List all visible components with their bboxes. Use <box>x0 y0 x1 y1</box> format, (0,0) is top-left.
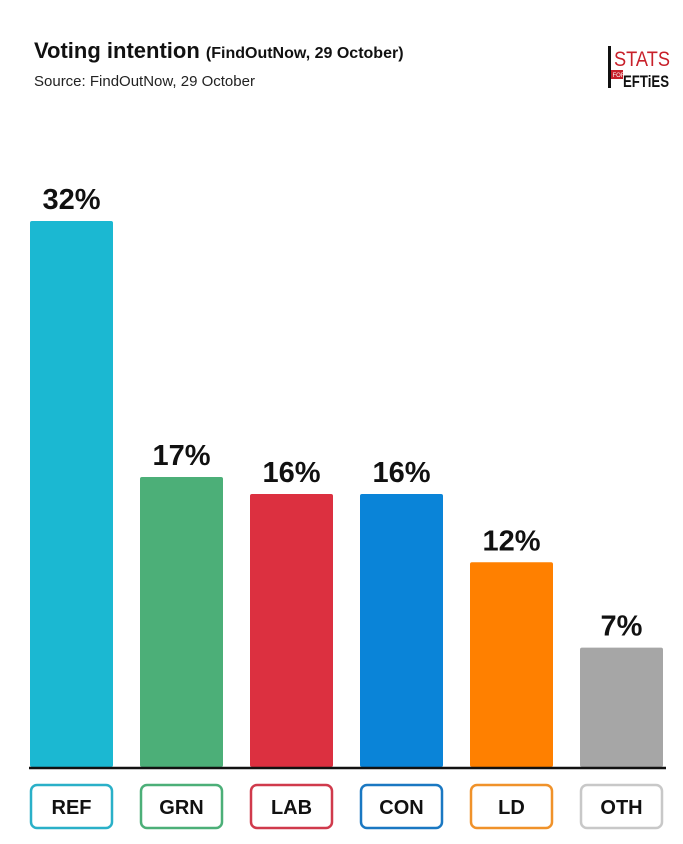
bar-lab <box>250 494 333 767</box>
category-box-ref <box>29 783 114 830</box>
category-box-lab <box>249 783 334 830</box>
svg-text:FOR: FOR <box>613 73 626 79</box>
chart-title: Voting intention (FindOutNow, 29 October… <box>34 38 404 64</box>
svg-text:STATS: STATS <box>614 48 670 71</box>
data-label-ld: 12% <box>482 525 540 557</box>
title-note: (FindOutNow, 29 October) <box>205 45 404 62</box>
category-box-oth <box>579 783 664 830</box>
title-main: Voting intention <box>34 38 200 63</box>
bar-con <box>360 494 443 767</box>
stats-for-lefties-logo: STATS FOR EFTiES <box>608 46 670 90</box>
category-label-oth: OTH <box>600 797 642 819</box>
data-label-ref: 32% <box>42 184 100 216</box>
category-label-con: CON <box>379 797 423 819</box>
category-label-grn: GRN <box>159 797 203 819</box>
category-label-ld: LD <box>498 797 525 819</box>
svg-text:EFTiES: EFTiES <box>623 72 669 90</box>
bar-ld <box>470 562 553 767</box>
category-box-grn <box>139 783 224 830</box>
data-label-lab: 16% <box>262 457 320 489</box>
data-label-grn: 17% <box>152 440 210 472</box>
bar-grn <box>140 476 223 767</box>
category-label-lab: LAB <box>271 797 312 819</box>
bar-ref <box>30 221 113 767</box>
chart-subtitle: Source: FindOutNow, 29 October <box>34 73 255 90</box>
category-box-con <box>359 783 444 830</box>
bar-oth <box>580 647 663 767</box>
data-label-con: 16% <box>372 457 430 489</box>
category-label-ref: REF <box>52 797 92 819</box>
data-label-oth: 7% <box>601 611 643 643</box>
category-box-ld <box>469 783 554 830</box>
